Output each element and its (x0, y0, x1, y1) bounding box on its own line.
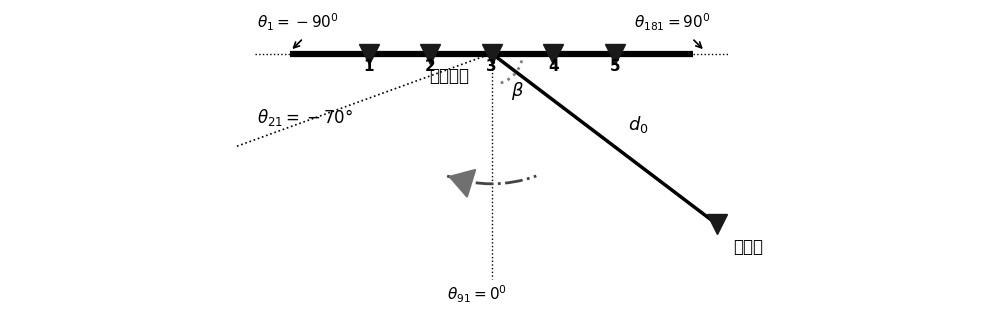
Text: 1: 1 (363, 60, 374, 74)
Text: 5: 5 (610, 60, 620, 74)
Text: $\theta_1=-90^0$: $\theta_1=-90^0$ (257, 12, 339, 33)
Text: $\beta$: $\beta$ (511, 80, 524, 102)
Text: $\theta_{91}=0^0$: $\theta_{91}=0^0$ (447, 283, 508, 305)
Text: $\theta_{181}=90^0$: $\theta_{181}=90^0$ (634, 12, 710, 33)
Text: 3: 3 (486, 60, 497, 74)
FancyArrowPatch shape (450, 170, 475, 197)
Text: $\theta_{21}=-70°$: $\theta_{21}=-70°$ (257, 107, 353, 128)
Text: 4: 4 (548, 60, 559, 74)
Text: 接收机: 接收机 (733, 238, 763, 256)
Text: 2: 2 (425, 60, 435, 74)
Text: 发射阵列: 发射阵列 (429, 67, 469, 85)
Text: $d_0$: $d_0$ (628, 114, 649, 135)
